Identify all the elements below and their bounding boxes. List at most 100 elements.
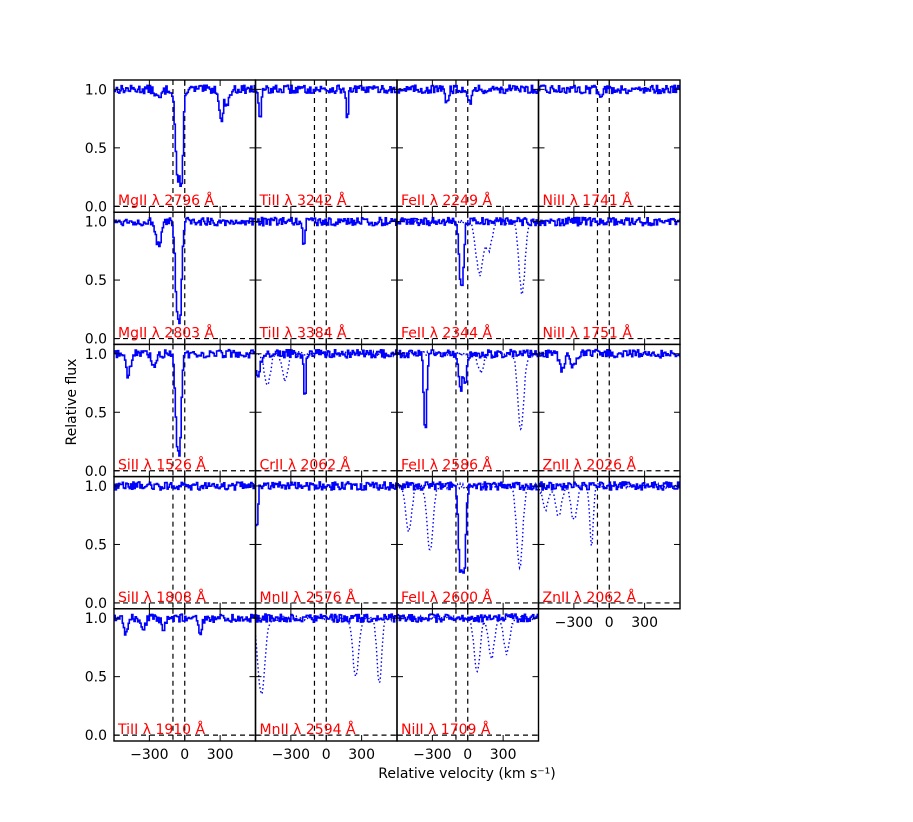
panel-plot-area: [538, 80, 680, 213]
panel-plot-area: [538, 212, 680, 345]
panel-plot-area: [397, 212, 539, 345]
panel-13: 0.0 0.5 1.0 SiII λ 1808 Å: [85, 475, 257, 612]
panel-6: TiII λ 3384 Å: [254, 211, 398, 346]
y-tick-label: 0.5: [85, 670, 107, 686]
panel-14: MnII λ 2576 Å: [254, 475, 398, 610]
x-tick-label: 300: [631, 615, 658, 631]
x-tick-label: 0: [605, 615, 614, 631]
x-tick-label: 0: [180, 747, 189, 763]
y-tick-label: 0.0: [85, 199, 107, 215]
spectrum-line: [538, 216, 680, 227]
spectrum-line: [255, 613, 397, 623]
panel-4: NiII λ 1741 Å: [537, 79, 681, 213]
ion-label: MgII λ 2803 Å: [118, 324, 214, 341]
panel-plot-area: [114, 608, 256, 741]
y-tick-label: 0.5: [85, 405, 107, 421]
y-tick-label: 0.5: [85, 537, 107, 553]
x-tick-label: 300: [207, 747, 234, 763]
ion-label: ZnII λ 2026 Å: [543, 457, 637, 474]
spectrum-line: [397, 348, 539, 429]
spectrum-line: [397, 216, 539, 287]
spectrum-line: [255, 84, 397, 119]
x-tick-label: −300: [555, 615, 593, 631]
blended-feature-line: [397, 349, 539, 431]
ion-label: FeII λ 2249 Å: [401, 192, 492, 209]
panel-12: ZnII λ 2026 Å: [537, 343, 681, 478]
spectrum-line: [538, 348, 680, 373]
panel-plot-area: [397, 80, 539, 213]
panel-plot-area: [114, 212, 256, 345]
spectrum-line: [538, 481, 680, 491]
y-tick-label: 0.0: [85, 596, 107, 612]
panel-plot-area: [255, 476, 397, 609]
spectrum-line: [397, 481, 539, 574]
y-tick-label: 0.0: [85, 332, 107, 348]
y-tick-label: 1.0: [85, 347, 107, 363]
y-tick-label: 0.0: [85, 464, 107, 480]
ion-label: NiII λ 1751 Å: [543, 324, 633, 341]
ion-label: SiII λ 1808 Å: [118, 589, 206, 606]
x-tick-label: 300: [490, 747, 517, 763]
panel-plot-area: [538, 344, 680, 477]
panel-1: 0.0 0.5 1.0 MgII λ 2796 Å: [85, 79, 257, 215]
x-tick-label: −300: [130, 747, 168, 763]
y-tick-label: 1.0: [85, 215, 107, 231]
panel-18: −300 0 300 MnII λ 2594 Å: [254, 608, 398, 763]
panel-9: 0.0 0.5 1.0 SiII λ 1526 Å: [85, 343, 257, 480]
spectrum-line: [397, 84, 539, 105]
spectrum-line: [255, 481, 397, 527]
panel-8: NiII λ 1751 Å: [537, 211, 681, 346]
blended-feature-line: [397, 216, 539, 297]
panel-7: FeII λ 2344 Å: [396, 211, 540, 346]
ion-label: CrII λ 2062 Å: [260, 457, 351, 474]
y-tick-label: 1.0: [85, 611, 107, 627]
panel-plot-area: [255, 608, 397, 741]
ion-label: TiII λ 3384 Å: [259, 324, 348, 341]
panel-plot-area: [114, 344, 256, 477]
panel-19: −300 0 300 NiII λ 1709 Å: [396, 608, 540, 763]
x-axis-label: Relative velocity (km s⁻¹): [378, 766, 556, 782]
panel-5: 0.0 0.5 1.0 MgII λ 2803 Å: [85, 211, 257, 348]
panel-plot-area: [397, 608, 539, 741]
panel-plot-area: [114, 476, 256, 609]
y-tick-label: 0.0: [85, 728, 107, 744]
ion-label: FeII λ 2600 Å: [401, 589, 492, 606]
panel-10: CrII λ 2062 Å: [254, 343, 398, 478]
ion-label: NiII λ 1741 Å: [543, 192, 633, 209]
x-tick-label: 0: [322, 747, 331, 763]
ion-label: TiII λ 1910 Å: [117, 721, 206, 738]
y-tick-label: 0.5: [85, 273, 107, 289]
spectrum-line: [255, 349, 397, 395]
y-tick-label: 0.5: [85, 141, 107, 157]
panel-2: TiII λ 3242 Å: [254, 79, 398, 213]
panel-plot-area: [397, 344, 539, 477]
spectrum-line: [114, 84, 256, 187]
panel-plot-area: [114, 80, 256, 213]
ion-label: NiII λ 1709 Å: [401, 721, 491, 738]
ion-label: SiII λ 1526 Å: [118, 457, 206, 474]
x-tick-label: −300: [413, 747, 451, 763]
y-axis-label: Relative flux: [64, 359, 80, 446]
panels-group: 0.0 0.5 1.0 MgII λ 2796 Å TiII λ 3242 Å FeII …: [85, 79, 681, 763]
ion-label: FeII λ 2586 Å: [401, 457, 492, 474]
panel-plot-area: [255, 80, 397, 213]
panel-11: FeII λ 2586 Å: [396, 343, 540, 478]
spectrum-line: [538, 84, 680, 98]
blended-feature-line: [397, 613, 539, 673]
ion-label: ZnII λ 2062 Å: [543, 589, 637, 606]
blended-feature-line: [255, 349, 397, 386]
spectrum-line: [114, 481, 256, 491]
spectrum-line: [255, 216, 397, 245]
x-tick-label: 0: [463, 747, 472, 763]
spectrum-line: [114, 613, 256, 636]
panel-3: FeII λ 2249 Å: [396, 79, 540, 213]
panel-plot-area: [255, 212, 397, 345]
spectrum-line: [397, 613, 539, 623]
spectrum-line: [114, 348, 256, 457]
panel-plot-area: [397, 476, 539, 609]
panel-plot-area: [255, 344, 397, 477]
spectrum-line: [114, 216, 256, 325]
x-tick-label: 300: [348, 747, 375, 763]
